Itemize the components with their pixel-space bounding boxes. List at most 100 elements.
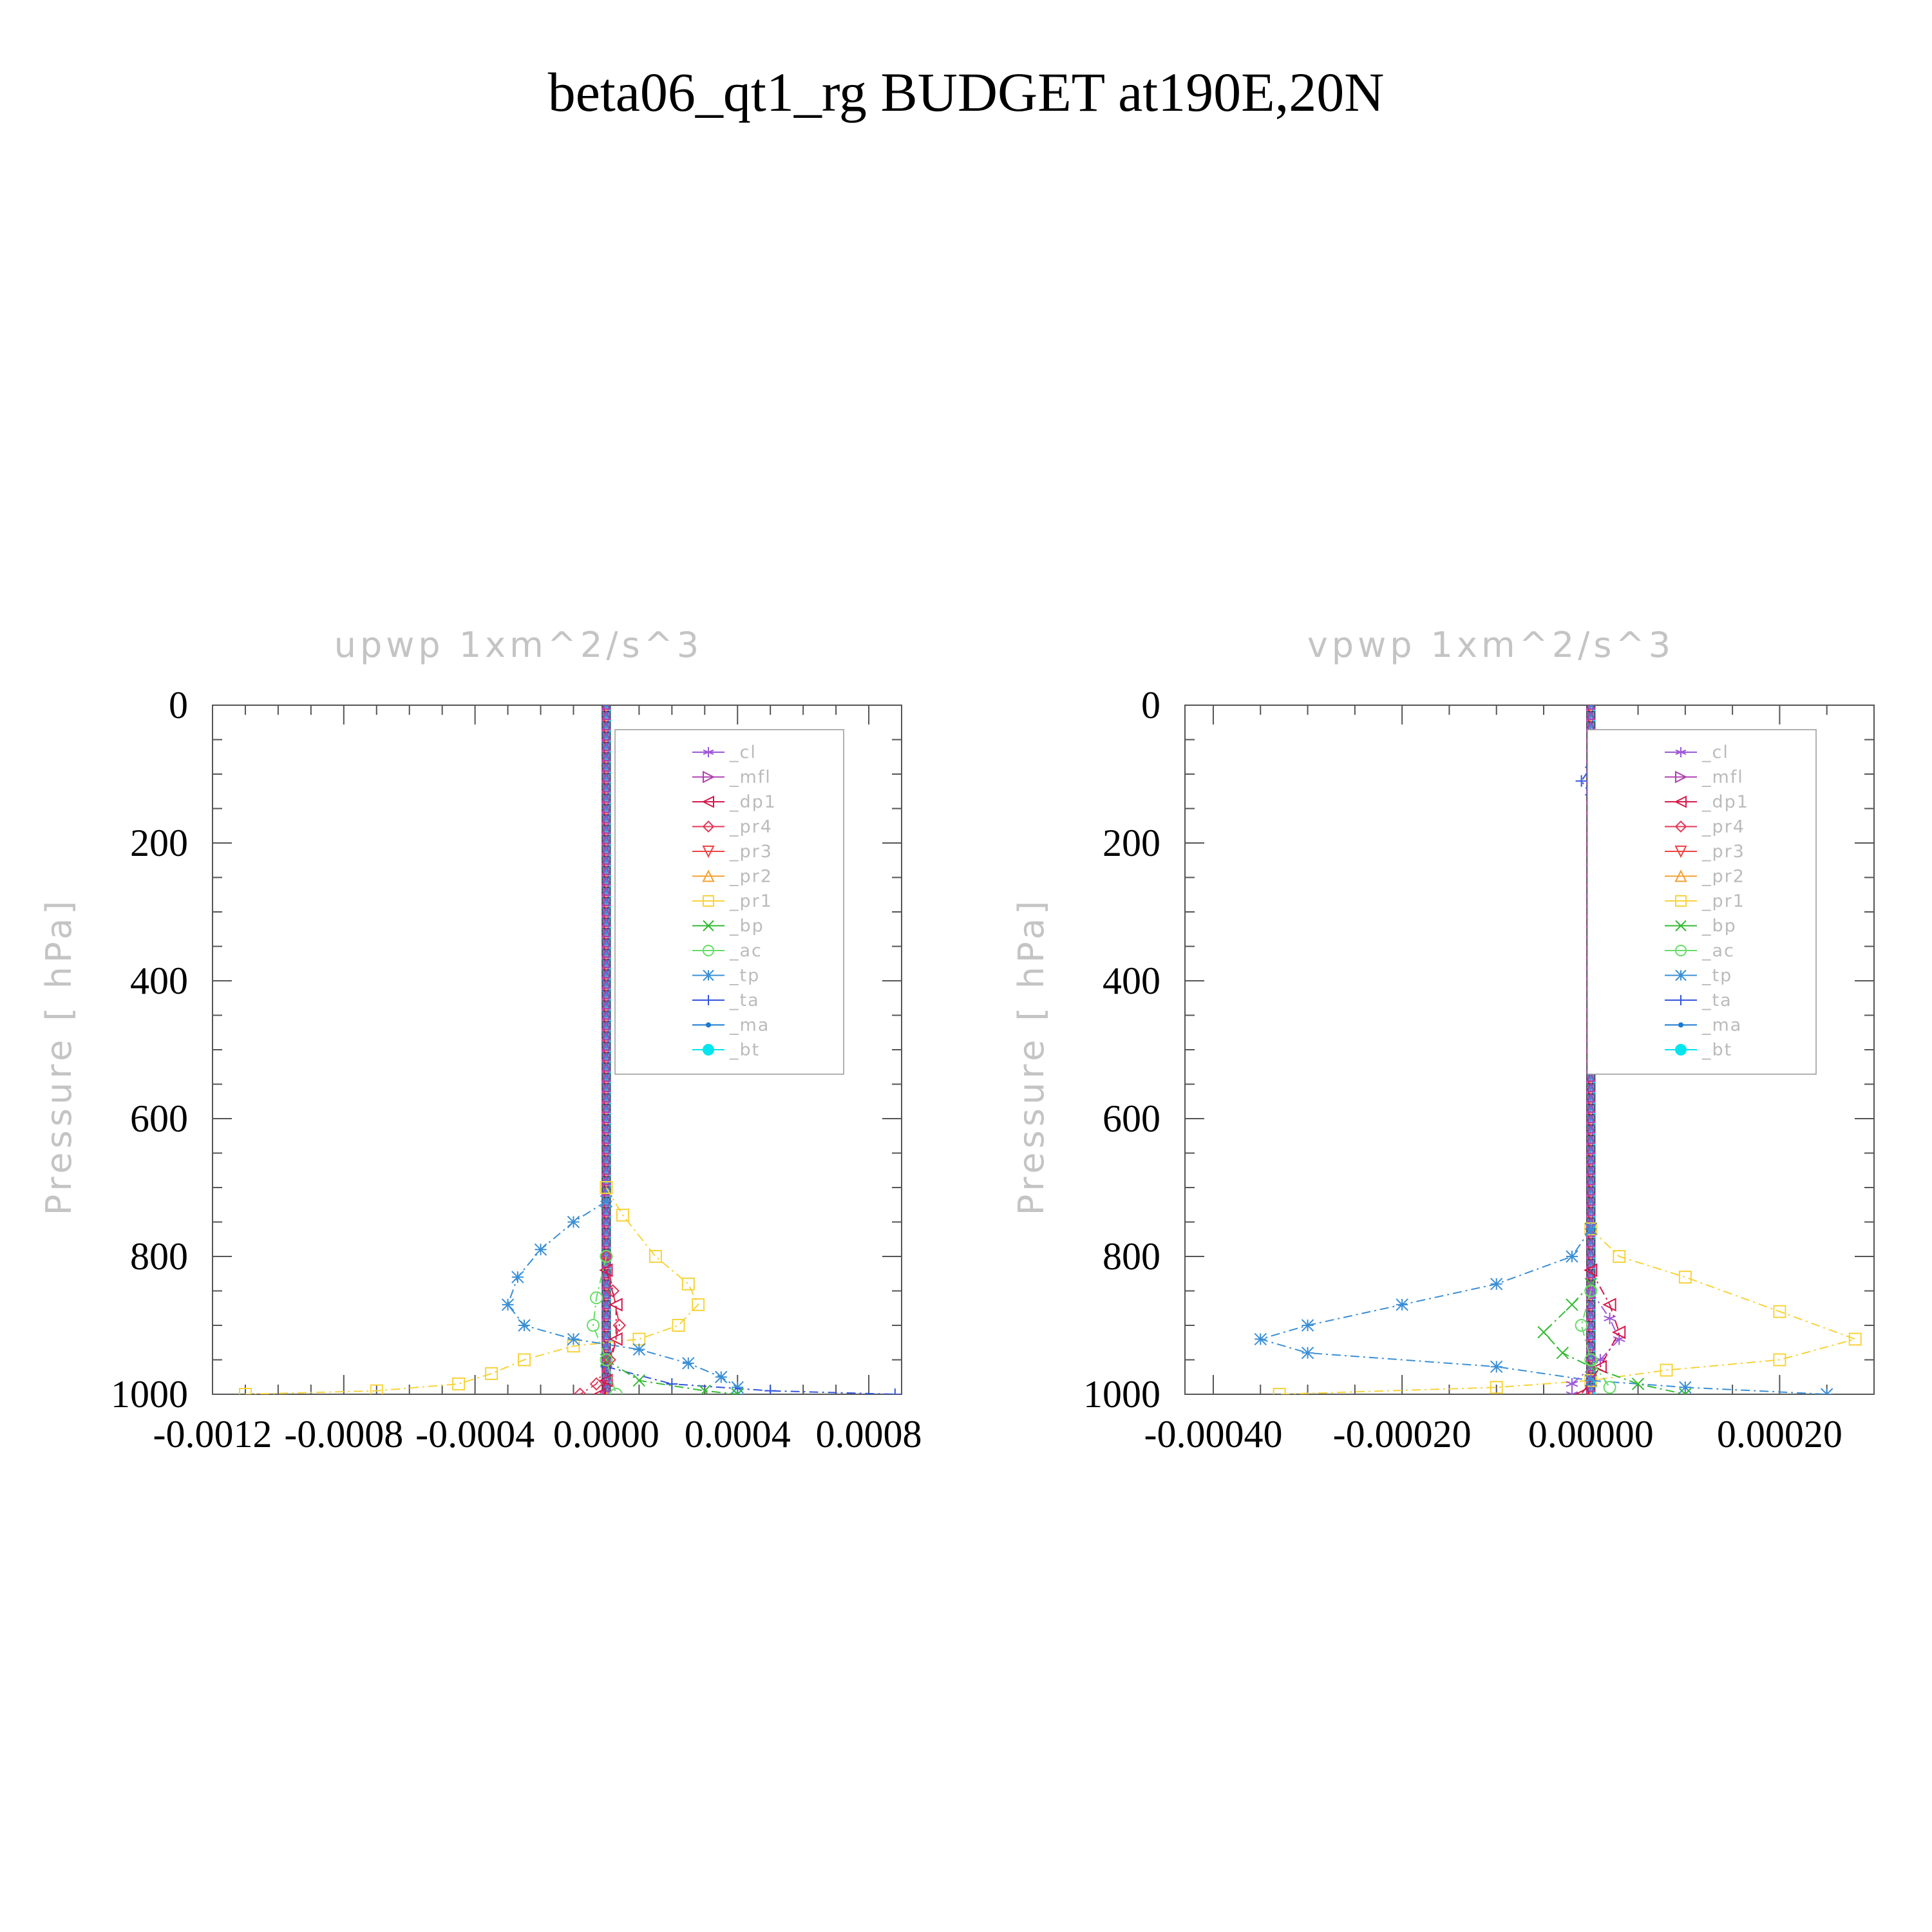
bundle-marker	[1586, 711, 1595, 720]
legend-label: _pr4	[729, 817, 773, 837]
legend-box	[614, 729, 844, 1075]
bundle-marker	[1586, 1135, 1595, 1144]
legend-marker	[1678, 1022, 1683, 1028]
bundle-marker	[601, 1311, 611, 1320]
bundle-marker	[601, 1092, 612, 1103]
data-point	[1821, 1388, 1833, 1394]
bundle-marker	[1586, 1330, 1596, 1341]
legend-label: _bp	[729, 916, 764, 936]
bundle-marker	[601, 824, 611, 834]
series-line-tp	[507, 1200, 739, 1394]
x-tick-label: 0.0000	[553, 1413, 659, 1455]
data-point	[609, 1388, 623, 1394]
data-point	[1566, 1298, 1578, 1311]
data-point	[1566, 1378, 1578, 1390]
legend: _cl _mfl _dp1 _pr4 _pr3 _pr2 _pr1 _bp _ac _tp _ta _…	[614, 729, 844, 1075]
data-point	[666, 1378, 678, 1390]
bundle-marker	[1586, 1145, 1595, 1154]
bundle-marker	[601, 1280, 611, 1289]
y-tick-label: 600	[130, 1097, 188, 1140]
y-axis-label: Pressure [ hPa]	[39, 897, 79, 1216]
legend-marker	[1675, 969, 1687, 981]
legend-marker	[703, 895, 714, 907]
bundle-marker	[601, 1175, 612, 1186]
bundle-marker	[601, 1083, 611, 1092]
data-point	[600, 1353, 613, 1367]
bundle-marker	[601, 937, 612, 948]
bundle-marker	[1586, 1238, 1595, 1247]
bundle-marker	[601, 1227, 611, 1237]
bundle-marker	[601, 1330, 612, 1341]
bundle-marker	[601, 865, 612, 875]
y-axis-label: Pressure [ hPa]	[1011, 897, 1052, 1216]
legend-marker	[1674, 846, 1687, 858]
legend-marker	[702, 820, 715, 833]
bundle-marker	[1586, 1309, 1596, 1320]
legend-marker	[701, 795, 714, 808]
bundle-marker	[1586, 1114, 1595, 1123]
series-line-pr1	[1279, 1228, 1857, 1394]
x-tick-label: 0.00000	[1528, 1413, 1654, 1455]
x-tick-label: 0.0004	[685, 1413, 791, 1455]
legend-marker	[703, 1044, 714, 1056]
data-point	[573, 1387, 587, 1394]
panel-title: upwp 1xm^2/s^3	[334, 625, 703, 665]
data-point	[534, 1243, 547, 1256]
legend-marker	[703, 945, 714, 956]
bundle-marker	[601, 1176, 611, 1186]
bundle-marker	[601, 1227, 612, 1237]
bundle-marker	[601, 1289, 612, 1299]
bundle-marker	[601, 1383, 611, 1392]
bundle-marker	[601, 721, 611, 730]
data-point	[1584, 1374, 1597, 1387]
bundle-marker	[601, 773, 611, 782]
bundle-marker	[1586, 1383, 1595, 1392]
data-point	[592, 1387, 607, 1394]
data-point	[612, 1318, 627, 1332]
legend-label: _ac	[1701, 941, 1735, 961]
bundle-marker	[601, 969, 612, 979]
bundle-marker	[1586, 1341, 1595, 1350]
legend-label: _mfl	[1701, 768, 1744, 788]
legend-label: _cl	[729, 743, 757, 762]
bundle-marker	[1586, 1104, 1595, 1113]
bundle-marker	[601, 958, 612, 969]
bundle-marker	[601, 845, 611, 855]
series-line-bp	[1542, 1283, 1686, 1394]
legend-label: _pr3	[1701, 842, 1745, 862]
x-tick-label: -0.0004	[415, 1413, 535, 1455]
series-line-dp1	[599, 1270, 617, 1394]
data-point	[599, 1263, 613, 1278]
data-point	[1566, 1388, 1578, 1394]
bundle-marker	[601, 906, 612, 916]
legend-label: _ma	[729, 1016, 770, 1036]
data-point	[1584, 1278, 1597, 1291]
data-point	[1254, 1332, 1267, 1346]
bundle-marker	[601, 999, 612, 1010]
data-point	[616, 1208, 629, 1222]
bundle-marker	[601, 1217, 611, 1227]
data-point	[452, 1377, 466, 1390]
legend-marker	[706, 1022, 711, 1028]
series-line-pr4	[580, 1256, 620, 1394]
y-tick-label: 800	[1103, 1235, 1160, 1278]
legend-label: _pr4	[1701, 817, 1745, 837]
data-point	[1575, 775, 1587, 787]
bundle-marker	[1586, 1144, 1596, 1155]
bundle-marker	[601, 835, 611, 844]
legend-label: _ta	[729, 990, 760, 1010]
bundle-marker	[1586, 1165, 1596, 1175]
bundle-marker	[1586, 1258, 1595, 1268]
bundle-marker	[601, 1207, 611, 1217]
bundle-marker	[601, 742, 611, 751]
data-point	[600, 1250, 613, 1263]
panel-title: vpwp 1xm^2/s^3	[1307, 625, 1674, 665]
y-tick-label: 800	[130, 1235, 188, 1278]
bundle-marker	[601, 772, 612, 782]
data-point	[1613, 1250, 1626, 1263]
bundle-marker	[601, 918, 611, 927]
bundle-marker	[1586, 1092, 1596, 1103]
data-point	[632, 1374, 646, 1387]
y-tick-label: 0	[169, 684, 188, 726]
bundle-marker	[601, 1103, 612, 1113]
